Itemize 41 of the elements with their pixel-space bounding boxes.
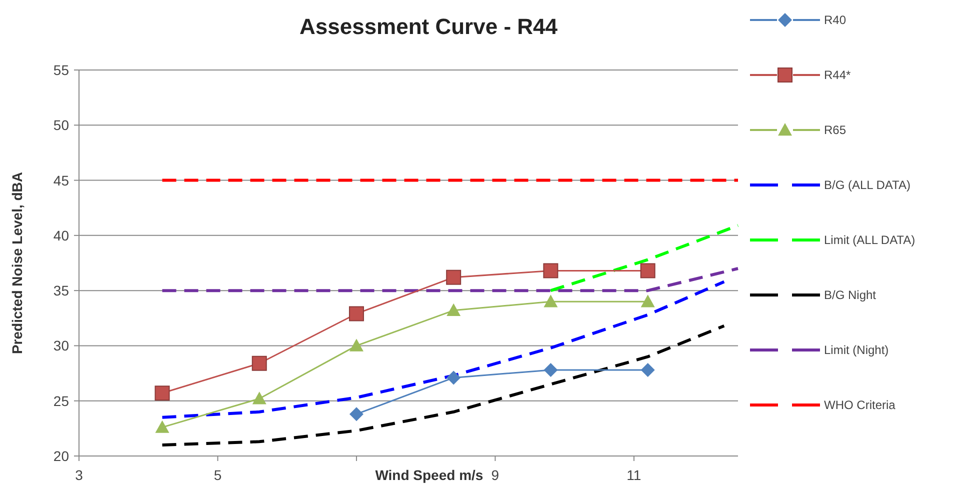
point bbox=[349, 338, 364, 352]
y-axis-title: Predicted Noise Level, dBA bbox=[9, 172, 25, 354]
legend-label: R65 bbox=[824, 123, 846, 137]
y-tick-label: 45 bbox=[53, 172, 70, 188]
point bbox=[348, 306, 364, 322]
chart-title: Assessment Curve - R44 bbox=[299, 14, 558, 39]
point bbox=[446, 270, 462, 285]
point bbox=[252, 356, 267, 371]
legend-label: Limit (Night) bbox=[824, 343, 889, 357]
point bbox=[349, 407, 364, 422]
y-tick-label: 50 bbox=[53, 117, 70, 134]
legend-label: R40 bbox=[824, 13, 846, 27]
legend-label: Limit (ALL DATA) bbox=[824, 233, 916, 247]
x-tick-label: 11 bbox=[626, 467, 642, 483]
point bbox=[155, 420, 170, 433]
line-series bbox=[160, 280, 726, 419]
point bbox=[640, 263, 656, 278]
legend-label: R44* bbox=[824, 68, 852, 82]
x-tick-label: 5 bbox=[214, 467, 222, 483]
point bbox=[640, 294, 655, 308]
point bbox=[252, 392, 266, 404]
y-tick-label: 40 bbox=[53, 227, 70, 244]
legend-label: B/G Night bbox=[824, 288, 877, 302]
point bbox=[543, 263, 558, 278]
y-tick-label: 20 bbox=[53, 448, 70, 464]
point bbox=[154, 386, 170, 401]
x-tick-label: 3 bbox=[75, 467, 84, 483]
legend-label: WHO Criteria bbox=[824, 398, 896, 412]
y-tick-label: 25 bbox=[53, 392, 70, 409]
line-series bbox=[160, 324, 726, 446]
point bbox=[640, 362, 655, 377]
point bbox=[446, 370, 461, 385]
y-tick-label: 30 bbox=[53, 338, 70, 354]
point bbox=[544, 294, 558, 308]
y-tick-label: 55 bbox=[53, 62, 70, 78]
x-tick-label: 9 bbox=[491, 467, 500, 483]
y-tick-label: 35 bbox=[53, 282, 70, 299]
x-axis-title: Wind Speed m/s bbox=[375, 467, 484, 483]
point bbox=[544, 362, 558, 377]
point bbox=[446, 303, 461, 316]
legend-label: B/G (ALL DATA) bbox=[824, 178, 910, 192]
